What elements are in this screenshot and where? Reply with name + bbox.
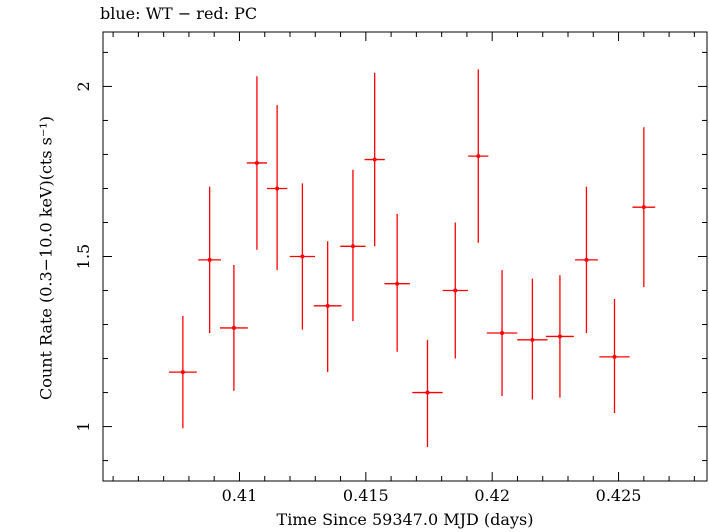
x-axis-label: Time Since 59347.0 MJD (days) bbox=[276, 510, 534, 529]
data-point bbox=[220, 265, 248, 391]
data-point bbox=[313, 241, 342, 373]
data-point bbox=[632, 127, 656, 288]
data-marker bbox=[425, 390, 430, 395]
data-marker bbox=[557, 334, 562, 339]
data-point bbox=[575, 186, 598, 334]
axis-tick-labels: 0.41 0.415 0.42 0.425 1 1.5 2 bbox=[74, 81, 641, 505]
axis-ticks bbox=[103, 32, 707, 481]
y-tick-label: 1.5 bbox=[74, 244, 93, 269]
data-marker bbox=[300, 254, 305, 259]
data-marker bbox=[254, 160, 259, 165]
data-marker bbox=[530, 337, 535, 342]
data-point bbox=[384, 213, 410, 352]
data-marker bbox=[207, 257, 212, 262]
data-point bbox=[246, 76, 268, 250]
x-tick-label: 0.415 bbox=[343, 486, 389, 505]
data-point bbox=[412, 339, 443, 447]
data-marker bbox=[180, 370, 185, 375]
data-point bbox=[468, 69, 489, 243]
data-marks bbox=[168, 69, 656, 447]
plot-frame bbox=[102, 31, 708, 482]
data-marker bbox=[612, 354, 617, 359]
data-marker bbox=[453, 288, 458, 293]
x-tick-label: 0.42 bbox=[474, 486, 510, 505]
data-point bbox=[517, 278, 548, 400]
data-point bbox=[267, 105, 288, 271]
data-marker bbox=[275, 186, 280, 191]
y-axis-label: Count Rate (0.3−10.0 keV)(cts s⁻¹) bbox=[36, 116, 56, 400]
data-point bbox=[442, 222, 468, 359]
data-marker bbox=[641, 205, 646, 210]
data-point bbox=[340, 169, 366, 322]
data-marker bbox=[372, 157, 377, 162]
data-marker bbox=[500, 331, 505, 336]
y-tick-label: 2 bbox=[74, 81, 93, 91]
x-tick-label: 0.41 bbox=[222, 486, 258, 505]
data-marker bbox=[584, 257, 589, 262]
chart-title: blue: WT − red: PC bbox=[100, 4, 258, 23]
data-point bbox=[168, 316, 197, 429]
data-marker bbox=[476, 154, 481, 159]
data-marker bbox=[231, 325, 236, 330]
data-point bbox=[198, 186, 222, 334]
y-tick-label: 1 bbox=[74, 421, 93, 431]
data-point bbox=[486, 270, 518, 396]
x-tick-label: 0.425 bbox=[596, 486, 642, 505]
data-marker bbox=[395, 281, 400, 286]
data-point bbox=[289, 183, 316, 330]
data-point bbox=[546, 275, 574, 398]
data-marker bbox=[350, 244, 355, 249]
data-point bbox=[599, 299, 630, 413]
data-point bbox=[364, 72, 385, 247]
data-marker bbox=[325, 303, 330, 308]
